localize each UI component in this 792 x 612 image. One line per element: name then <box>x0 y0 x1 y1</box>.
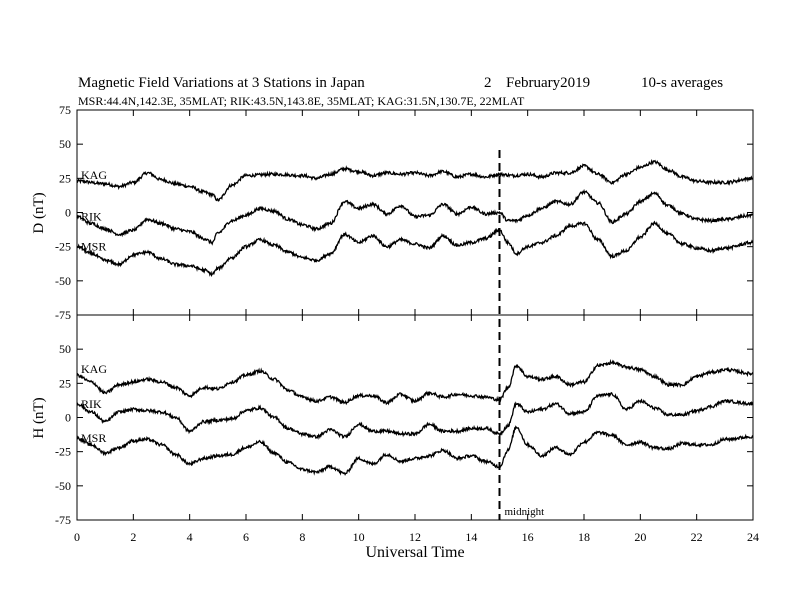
series-line-rik <box>76 391 754 440</box>
x-tick-label: 2 <box>130 530 136 544</box>
d-y-ticks: 75 50 25 0 -25 -50 -75 <box>55 103 753 322</box>
series-label-kag: KAG <box>81 362 107 376</box>
y-tick-label: -25 <box>55 240 71 254</box>
x-axis-ticks: 0 2 4 6 8 10 12 14 16 18 20 22 24 <box>74 110 759 544</box>
series-label-rik: RIK <box>81 210 102 224</box>
x-tick-label: 24 <box>747 530 759 544</box>
d-component-panel: D (nT) 75 50 25 0 -25 -50 -75 KAG RIK MSR <box>31 103 754 322</box>
y-tick-label: -75 <box>55 308 71 322</box>
x-tick-label: 12 <box>409 530 421 544</box>
x-tick-label: 0 <box>74 530 80 544</box>
x-tick-label: 6 <box>243 530 249 544</box>
station-coordinates-line: MSR:44.4N,142.3E, 35MLAT; RIK:43.5N,143.… <box>78 94 525 108</box>
chart-date-month-year: February2019 <box>506 75 590 91</box>
x-tick-label: 22 <box>691 530 703 544</box>
x-tick-label: 4 <box>187 530 193 544</box>
d-axis-label: D (nT) <box>31 192 47 233</box>
chart-averaging-label: 10-s averages <box>641 75 723 91</box>
y-tick-label: -25 <box>55 445 71 459</box>
series-label-rik: RIK <box>81 397 102 411</box>
y-tick-label: -50 <box>55 479 71 493</box>
chart-title: Magnetic Field Variations at 3 Stations … <box>78 75 365 91</box>
series-line-msr <box>76 220 754 278</box>
x-tick-label: 14 <box>465 530 477 544</box>
h-component-panel: H (nT) 50 25 0 -25 -50 -75 KAG RIK MSR <box>31 314 754 527</box>
series-label-kag: KAG <box>81 168 107 182</box>
d-panel-frame <box>76 109 754 316</box>
x-tick-label: 10 <box>353 530 365 544</box>
chart-date-day: 2 <box>484 75 492 91</box>
x-axis-label: Universal Time <box>365 544 464 561</box>
y-tick-label: 0 <box>65 206 71 220</box>
h-y-ticks: 50 25 0 -25 -50 -75 <box>55 342 753 527</box>
x-tick-label: 20 <box>634 530 646 544</box>
y-tick-label: 25 <box>59 171 71 185</box>
y-tick-label: -75 <box>55 513 71 527</box>
series-line-kag <box>76 358 754 406</box>
y-tick-label: 0 <box>65 411 71 425</box>
y-tick-label: 75 <box>59 103 71 117</box>
series-label-msr: MSR <box>81 431 106 445</box>
h-axis-label: H (nT) <box>31 397 47 438</box>
x-tick-label: 18 <box>578 530 590 544</box>
y-tick-label: -50 <box>55 274 71 288</box>
x-tick-label: 16 <box>522 530 534 544</box>
series-line-rik <box>76 188 754 246</box>
h-panel-frame <box>76 314 754 521</box>
y-tick-label: 25 <box>59 376 71 390</box>
y-tick-label: 50 <box>59 137 71 151</box>
y-tick-label: 50 <box>59 342 71 356</box>
midnight-marker-label: midnight <box>505 506 545 518</box>
series-line-msr <box>76 425 754 476</box>
x-tick-label: 8 <box>299 530 305 544</box>
d-series-group: KAG RIK MSR <box>76 158 754 278</box>
series-label-msr: MSR <box>81 240 106 254</box>
series-line-kag <box>76 158 754 202</box>
h-series-group: KAG RIK MSR <box>76 358 754 476</box>
